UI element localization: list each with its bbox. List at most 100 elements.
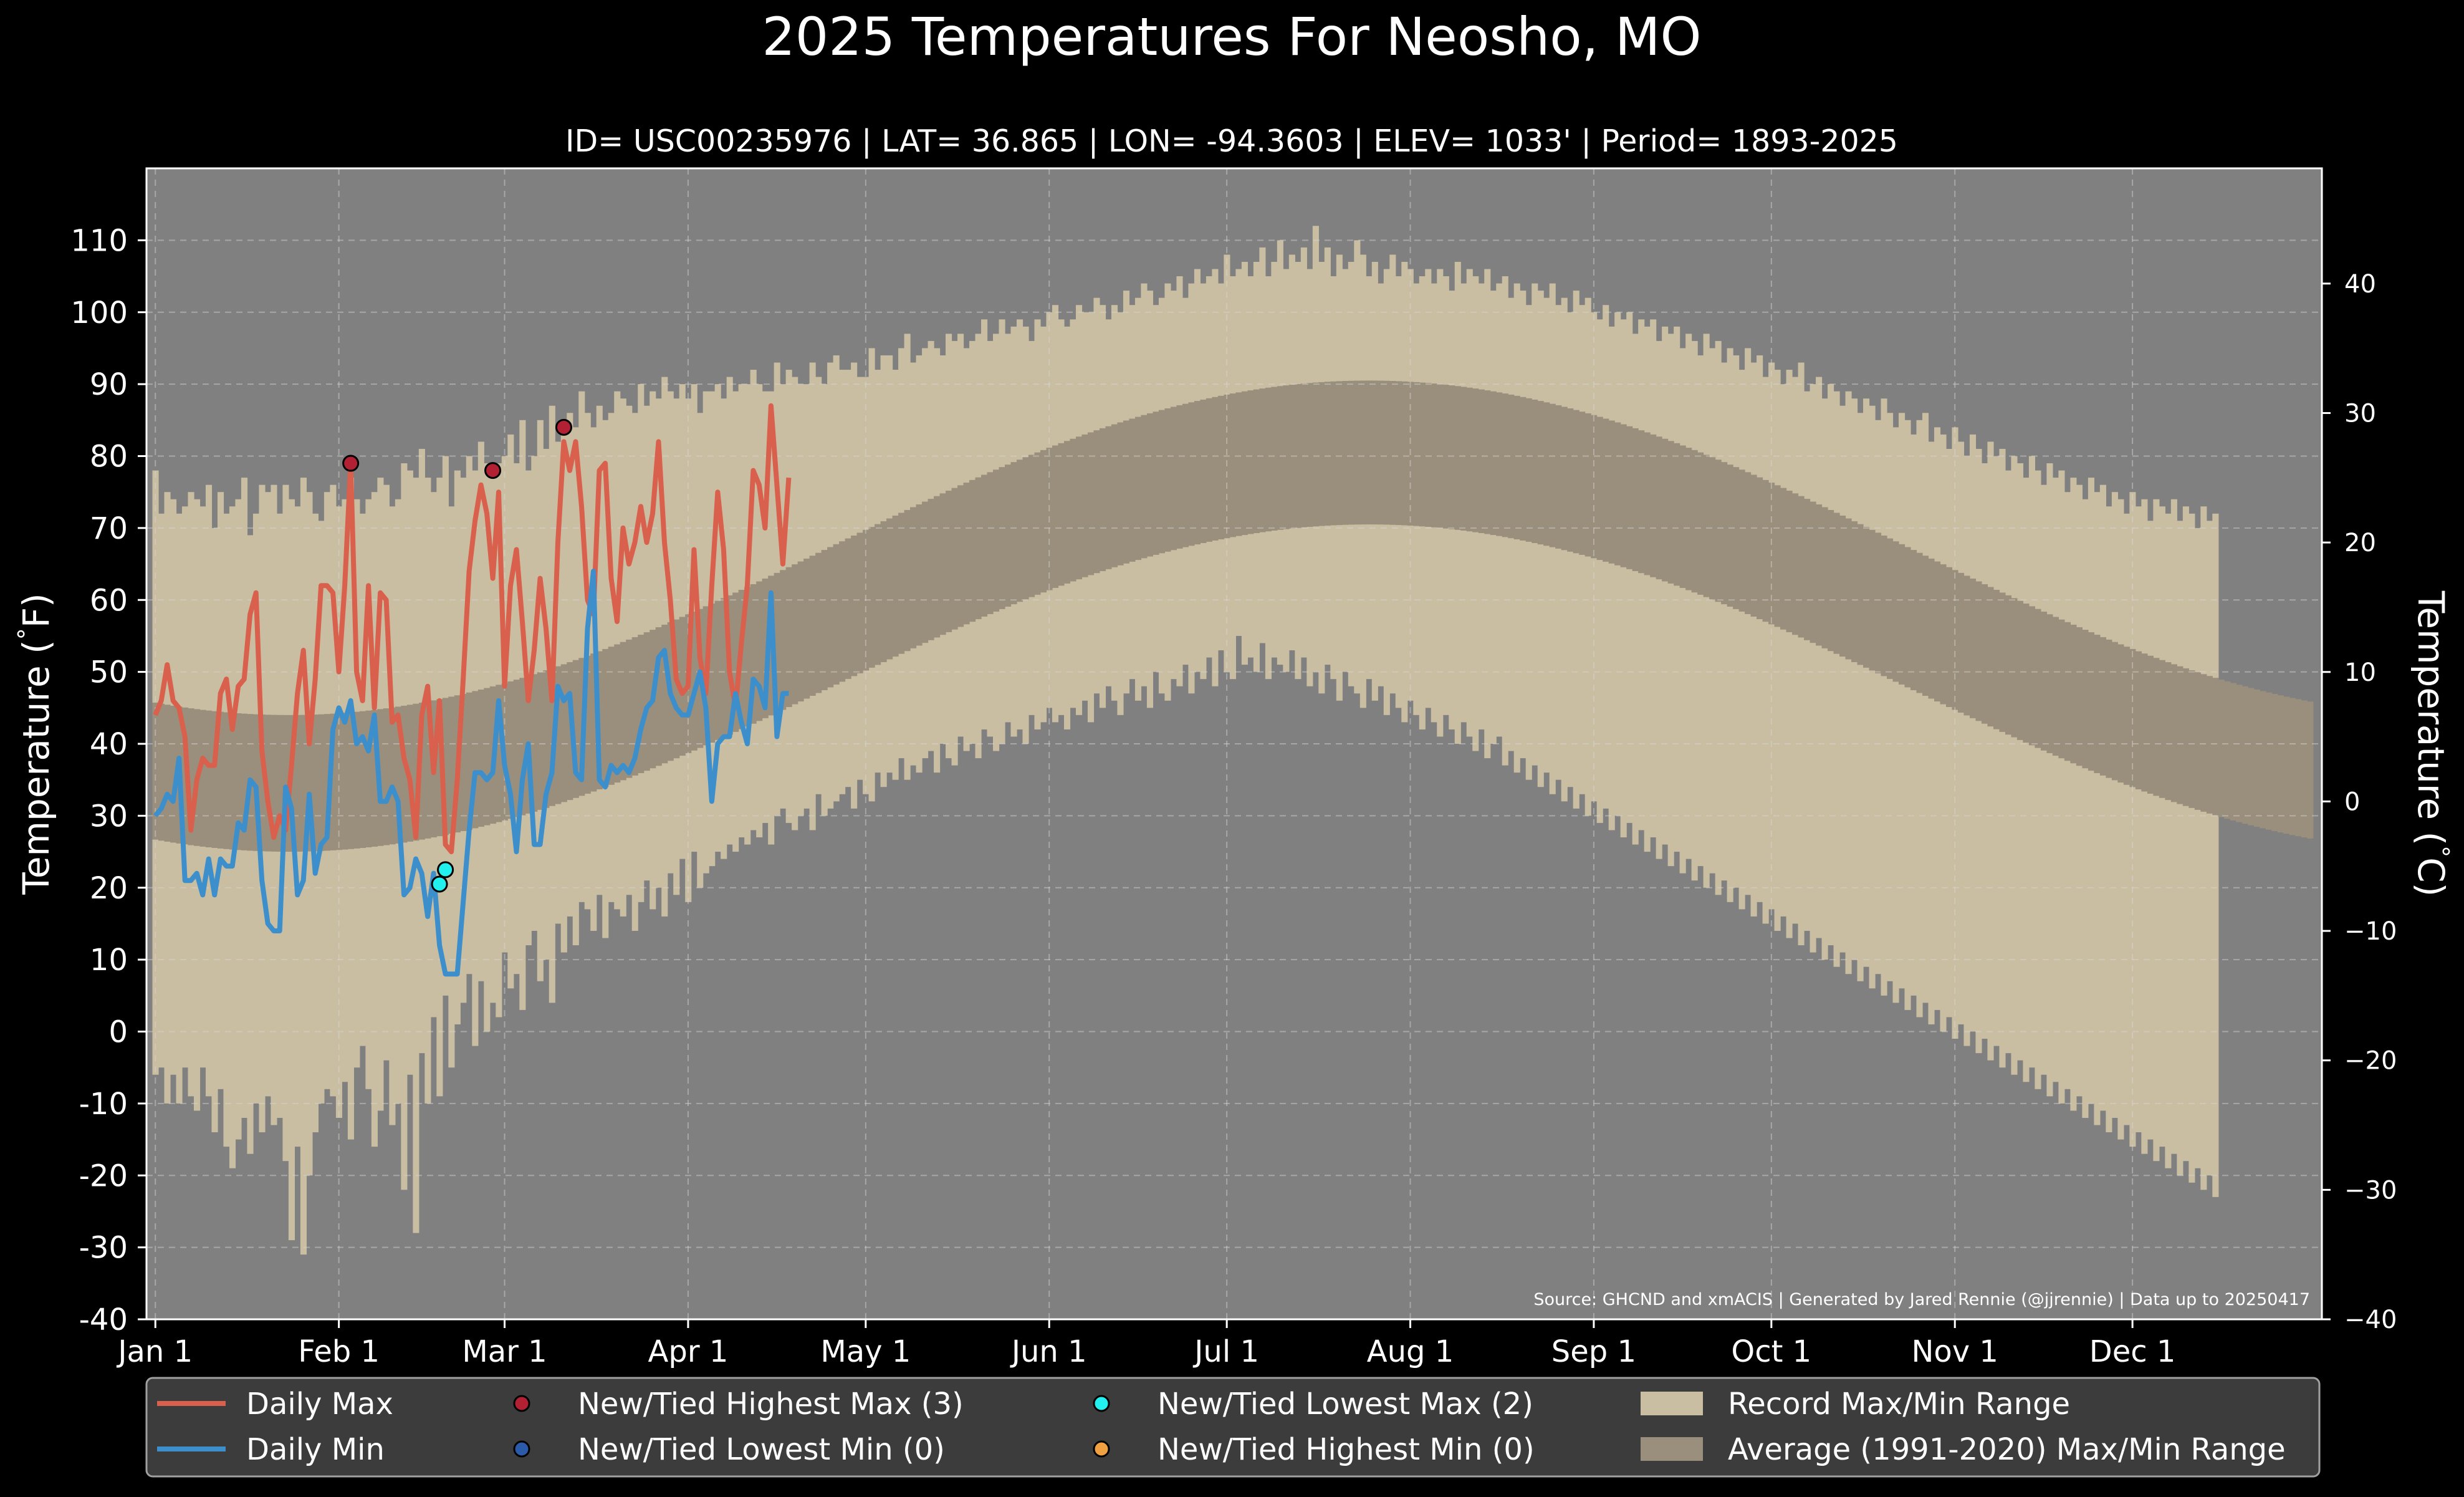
normal-range-bar [1780, 488, 1787, 630]
normal-range-bar [1271, 387, 1278, 531]
normal-range-bar [815, 552, 822, 693]
record-range-bar [1869, 405, 1876, 989]
normal-range-bar [1632, 428, 1639, 571]
y-tick-label: 90 [90, 367, 128, 402]
normal-range-bar [1017, 460, 1023, 602]
normal-range-bar [1419, 382, 1426, 527]
plot-area: Source: GHCND and xmACIS | Generated by … [145, 167, 2323, 1321]
normal-range-bar [1662, 438, 1669, 582]
normal-range-bar [1093, 430, 1100, 574]
normal-range-bar [1146, 413, 1154, 557]
normal-range-bar [2135, 651, 2142, 789]
normal-range-bar [1957, 572, 1965, 713]
y-axis-left: -40 -30 -20 -10 0 10 20 30 40 50 60 70 80 90 100 110 [70, 223, 146, 1337]
y-right-tick-label: −10 [2344, 917, 2397, 946]
record-range-bar [1999, 448, 2006, 1068]
record-range-bar [1887, 413, 1894, 981]
record-range-bar [578, 391, 585, 902]
normal-range-bar [496, 685, 502, 822]
normal-range-bar [934, 496, 941, 638]
normal-range-bar [792, 564, 798, 705]
record-markers [342, 418, 573, 893]
record-range-bar [2194, 527, 2201, 1168]
normal-range-bar [1028, 455, 1035, 597]
normal-range-bar [1295, 384, 1302, 528]
record-range-bar [1857, 413, 1864, 981]
normal-range-bar [1300, 383, 1307, 527]
normal-range-bar [614, 644, 621, 783]
normal-range-bar [1425, 383, 1432, 527]
normal-range-bar [2147, 655, 2154, 794]
record-range-bar [2177, 521, 2184, 1176]
normal-range-bar [1904, 547, 1911, 688]
normal-range-bar [537, 672, 544, 810]
normal-range-bar [780, 570, 787, 710]
record-range-bar [2147, 521, 2154, 1140]
normal-range-bar [572, 660, 579, 798]
y-tick-label: 10 [90, 943, 128, 978]
normal-range-bar [1265, 387, 1272, 532]
normal-range-bar [833, 544, 840, 685]
y-tick-label: -10 [79, 1087, 128, 1122]
normal-range-bar [969, 479, 976, 622]
normal-range-bar [2212, 678, 2219, 816]
record-range-bar [1638, 319, 1645, 830]
normal-range-bar [2106, 639, 2112, 778]
normal-range-bar [1821, 507, 1828, 648]
normal-range-bar [839, 541, 846, 682]
record-range-bar [1691, 340, 1698, 881]
normal-range-bar [951, 488, 958, 630]
normal-range-bar [205, 710, 213, 848]
normal-range-bar [1839, 515, 1846, 657]
normal-range-bar [744, 587, 751, 727]
normal-range-bar [2111, 642, 2118, 781]
record-range-bar [1674, 326, 1680, 852]
normal-range-bar [2236, 685, 2243, 822]
normal-range-bar [1484, 390, 1491, 534]
normal-range-bar [353, 711, 360, 849]
normal-range-bar [1063, 441, 1071, 584]
record-range-bar [2016, 463, 2024, 1061]
normal-range-bar [1762, 479, 1769, 622]
normal-range-bar [821, 550, 828, 690]
normal-range-bar [709, 604, 716, 743]
normal-range-bar [1993, 589, 2000, 729]
normal-range-bar [2088, 632, 2094, 771]
normal-range-bar [2023, 604, 2030, 743]
x-tick-label: Jun 1 [1010, 1334, 1087, 1369]
normal-range-bar [2159, 660, 2165, 798]
record-range-bar [1798, 362, 1805, 946]
daily-max-line [153, 403, 792, 855]
legend-label: Daily Min [246, 1432, 385, 1467]
normal-range-bar [1863, 527, 1870, 668]
normal-range-bar [2076, 627, 2083, 766]
record-range-bar [1703, 334, 1710, 888]
normal-range-bar [886, 518, 893, 660]
normal-range-bar [1407, 382, 1414, 526]
normal-range-bar [584, 655, 591, 794]
normal-range-bar [389, 707, 396, 845]
normal-range-bar [2260, 691, 2266, 829]
normal-range-bar [2295, 699, 2302, 837]
normal-range-bar [513, 680, 520, 817]
record-range-bar [1957, 441, 1965, 1024]
legend-label: Record Max/Min Range [1728, 1387, 2070, 1422]
record-range-bar [1810, 384, 1816, 953]
normal-range-bar [626, 639, 633, 778]
normal-range-bar [1674, 443, 1680, 586]
normal-range-bar [1366, 380, 1373, 525]
normal-range-bar [1774, 485, 1781, 627]
normal-range-bar [1916, 552, 1923, 693]
normal-range-bar [1537, 401, 1544, 545]
normal-range-bar [1525, 398, 1532, 542]
normal-range-bar [1591, 415, 1598, 559]
record-range-bar [1762, 377, 1769, 924]
record-marker [437, 861, 454, 878]
normal-range-bar [1324, 382, 1331, 526]
normal-range-bar [371, 710, 378, 847]
normal-range-bar [1549, 403, 1556, 547]
record-range-bar [2106, 506, 2112, 1133]
normal-range-bar [993, 469, 1000, 612]
normal-range-bar [1520, 397, 1527, 541]
